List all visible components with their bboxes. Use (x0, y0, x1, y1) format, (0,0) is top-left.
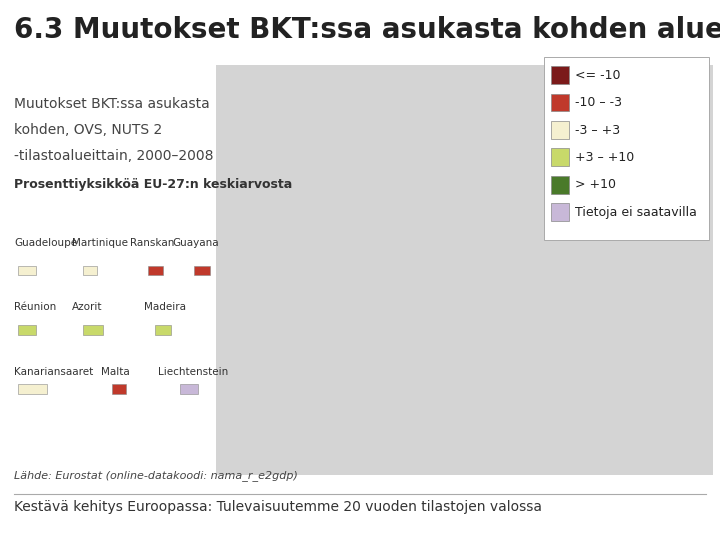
Text: 6.3 Muutokset BKT:ssa asukasta kohden alueittain: 6.3 Muutokset BKT:ssa asukasta kohden al… (14, 16, 720, 44)
Text: kohden, OVS, NUTS 2: kohden, OVS, NUTS 2 (14, 123, 163, 137)
Bar (544, 57, 709, 240)
Bar (216, 65, 713, 475)
Text: Malta: Malta (101, 367, 130, 377)
Text: Ranskan: Ranskan (130, 238, 174, 248)
Text: Tietoja ei saatavilla: Tietoja ei saatavilla (575, 206, 696, 219)
Bar (551, 148, 569, 166)
Bar (551, 66, 569, 84)
Text: Azorit: Azorit (72, 302, 102, 313)
Text: -tilastoalueittain, 2000–2008: -tilastoalueittain, 2000–2008 (14, 149, 214, 163)
Text: Kanariansaaret: Kanariansaaret (14, 367, 94, 377)
Bar (112, 384, 126, 394)
Bar (155, 325, 171, 335)
Bar (83, 325, 103, 335)
Bar (18, 266, 36, 275)
Bar (18, 325, 36, 335)
Text: Réunion: Réunion (14, 302, 57, 313)
Bar (18, 384, 47, 394)
Text: Martinique: Martinique (72, 238, 128, 248)
Text: Muutokset BKT:ssa asukasta: Muutokset BKT:ssa asukasta (14, 97, 210, 111)
Bar (148, 266, 163, 275)
Text: Guayana: Guayana (173, 238, 220, 248)
Text: Lähde: Eurostat (online-datakoodi: nama_r_e2gdp): Lähde: Eurostat (online-datakoodi: nama_… (14, 470, 298, 481)
Text: -3 – +3: -3 – +3 (575, 124, 620, 137)
Text: Kestävä kehitys Euroopassa: Tulevaisuutemme 20 vuoden tilastojen valossa: Kestävä kehitys Euroopassa: Tulevaisuute… (14, 500, 542, 514)
Bar (180, 384, 198, 394)
Text: -10 – -3: -10 – -3 (575, 96, 621, 109)
Text: <= -10: <= -10 (575, 69, 620, 82)
Bar (551, 93, 569, 111)
Text: > +10: > +10 (575, 178, 616, 192)
Bar (551, 121, 569, 139)
Text: Guadeloupe: Guadeloupe (14, 238, 78, 248)
Bar (194, 266, 210, 275)
Text: Madeira: Madeira (144, 302, 186, 313)
Text: Prosenttiyksikköä EU-27:n keskiarvosta: Prosenttiyksikköä EU-27:n keskiarvosta (14, 178, 292, 191)
Bar (551, 176, 569, 194)
Bar (551, 204, 569, 221)
Text: Liechtenstein: Liechtenstein (158, 367, 229, 377)
Bar (83, 266, 97, 275)
Text: +3 – +10: +3 – +10 (575, 151, 634, 164)
